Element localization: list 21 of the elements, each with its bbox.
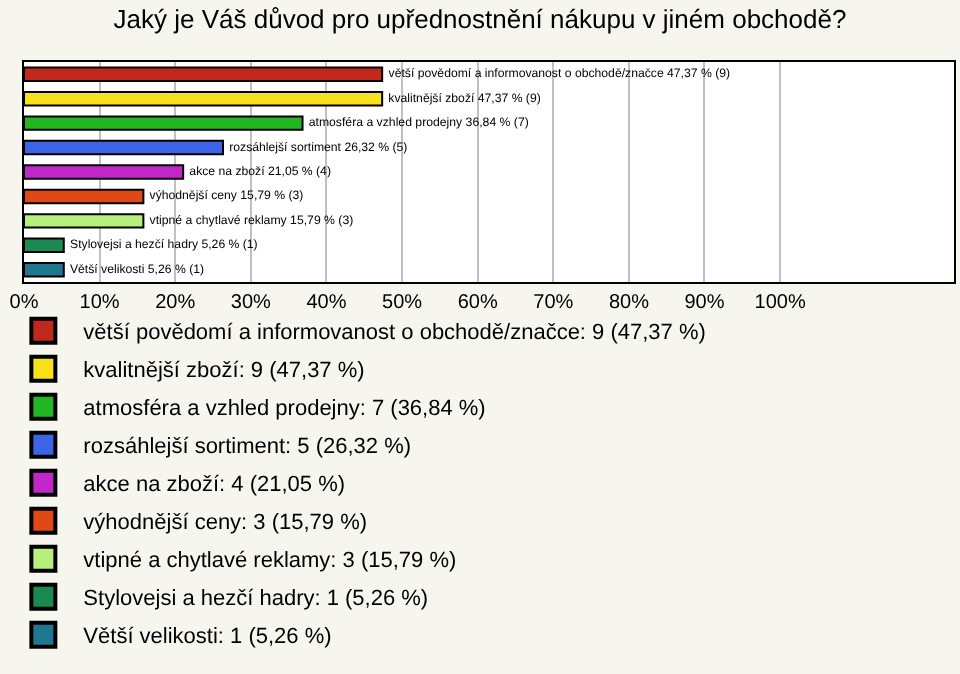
x-tick-label: 70% <box>533 292 574 314</box>
x-tick-label: 80% <box>608 292 650 314</box>
legend-label: atmosféra a vzhled prodejny: 7 (36,84 %) <box>83 397 486 422</box>
x-tick-label: 20% <box>155 292 196 314</box>
chart-title: Jaký je Váš důvod pro upřednostnění nákupu v jiném obchodě? <box>113 4 847 35</box>
x-tick-label: 50% <box>382 292 423 314</box>
legend-label: akce na zboží: 4 (21,05 %) <box>83 473 346 498</box>
x-tick-label: 0% <box>9 292 39 314</box>
x-tick-label: 40% <box>306 292 347 314</box>
legend-label: vtipné a chytlavé reklamy: 3 (15,79 %) <box>83 549 457 574</box>
legend-label: Větší velikosti: 1 (5,26 %) <box>83 625 332 650</box>
legend-label: Stylovejsi a hezčí hadry: 1 (5,26 %) <box>83 587 429 612</box>
x-tick-label: 10% <box>79 292 120 314</box>
x-tick-label: 30% <box>230 292 272 314</box>
legend-label: větší povědomí a informovanost o obchodě/značce: 9 (47,37 %) <box>83 321 706 346</box>
x-tick-label: 90% <box>684 292 725 314</box>
x-tick-label: 100% <box>754 292 806 314</box>
x-tick-label: 60% <box>457 292 498 314</box>
legend-label: kvalitnější zboží: 9 (47,37 %) <box>83 359 365 384</box>
legend-label: výhodnější ceny: 3 (15,79 %) <box>83 511 368 536</box>
legend-label: rozsáhlejší sortiment: 5 (26,32 %) <box>83 435 412 460</box>
